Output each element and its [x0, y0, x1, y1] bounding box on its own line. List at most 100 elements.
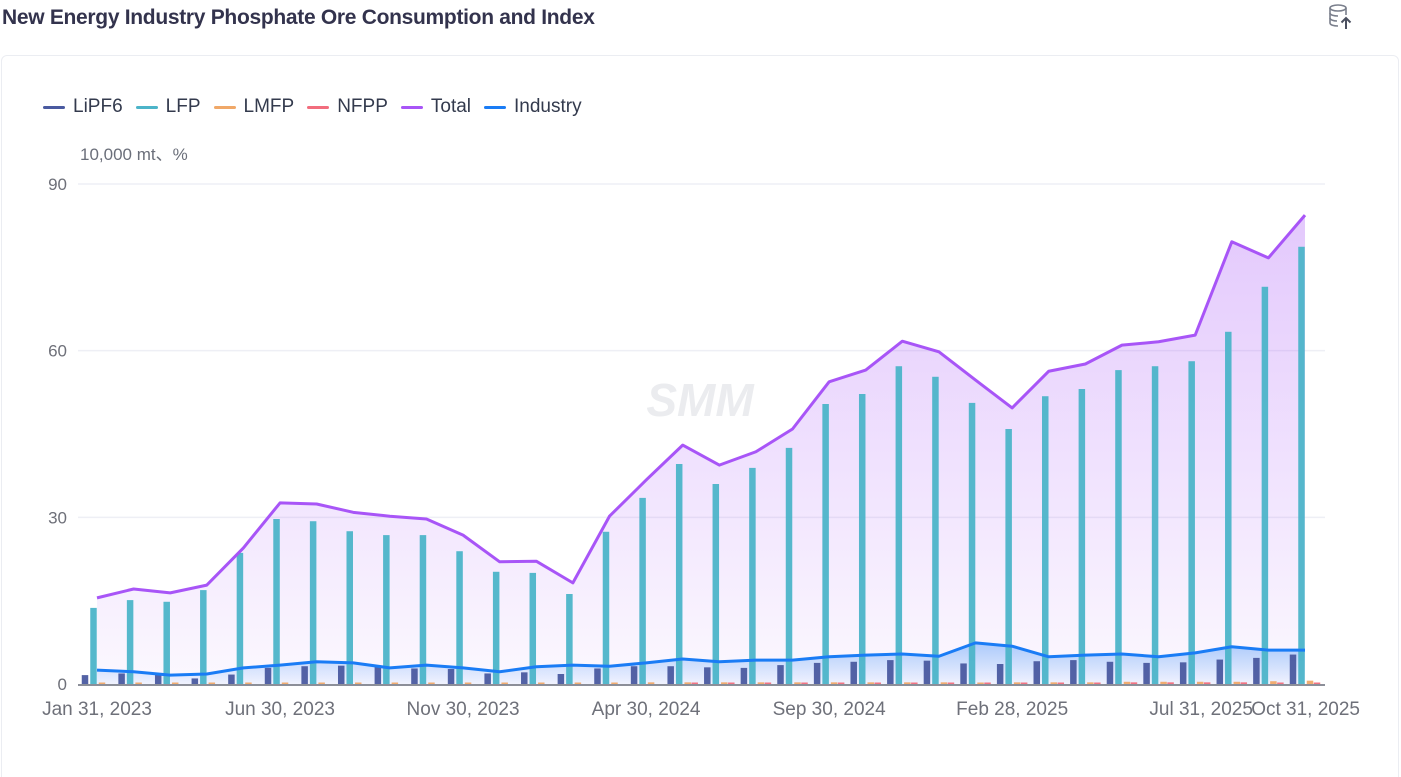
- bar-lipf6: [521, 672, 528, 684]
- bar-lfp: [1151, 366, 1159, 684]
- bar-lmfp: [464, 682, 472, 684]
- bar-lmfp: [830, 682, 838, 684]
- bar-lfp: [1261, 286, 1269, 684]
- bar-lmfp: [977, 682, 984, 684]
- bar-lipf6: [1106, 661, 1114, 684]
- bar-nfpp: [1130, 682, 1138, 684]
- area-total: [97, 215, 1305, 684]
- bar-lfp: [749, 467, 756, 684]
- bar-lmfp: [354, 682, 362, 684]
- legend-label: LMFP: [243, 96, 295, 117]
- legend-label: LiPF6: [73, 96, 123, 117]
- legend-item-lmfp[interactable]: LMFP: [213, 96, 295, 118]
- y-tick-label: 90: [48, 175, 67, 194]
- bar-lipf6: [1253, 657, 1260, 684]
- bar-lmfp: [281, 682, 289, 684]
- legend-item-nfpp[interactable]: NFPP: [307, 96, 388, 118]
- x-tick-label: Jun 30, 2023: [225, 699, 335, 720]
- bar-lmfp: [647, 682, 655, 684]
- bar-nfpp: [691, 682, 698, 684]
- bar-lipf6: [191, 678, 199, 684]
- export-data-button[interactable]: [1326, 2, 1356, 32]
- bar-lfp: [1042, 396, 1049, 684]
- bar-lipf6: [118, 673, 125, 684]
- bar-lipf6: [447, 669, 455, 684]
- bar-lmfp: [684, 682, 691, 684]
- bar-lfp: [858, 394, 866, 684]
- bar-lipf6: [850, 661, 857, 684]
- x-tick-label: Jan 31, 2023: [42, 699, 152, 720]
- legend-swatch: [43, 105, 65, 109]
- bar-lipf6: [557, 674, 565, 684]
- bar-lmfp: [1050, 682, 1058, 684]
- bar-lmfp: [794, 682, 801, 684]
- bar-lfp: [456, 551, 463, 684]
- bar-lfp: [822, 404, 829, 684]
- legend-swatch: [213, 105, 236, 109]
- bar-lipf6: [228, 674, 235, 684]
- bar-lmfp: [171, 682, 179, 684]
- bar-lmfp: [538, 682, 545, 684]
- bar-lfp: [1225, 331, 1232, 684]
- bar-lfp: [1005, 429, 1012, 684]
- bar-lmfp: [1306, 680, 1314, 684]
- bar-lipf6: [594, 668, 601, 684]
- bar-lfp: [163, 601, 170, 684]
- bar-lipf6: [630, 666, 638, 684]
- legend-label: Industry: [514, 96, 582, 117]
- line-total: [96, 214, 1307, 600]
- database-export-icon: [1329, 4, 1352, 29]
- bar-nfpp: [1020, 682, 1028, 684]
- bar-lipf6: [301, 666, 308, 684]
- legend-swatch: [307, 105, 330, 109]
- bar-lmfp: [904, 682, 911, 684]
- bar-lmfp: [611, 682, 618, 684]
- bar-lfp: [639, 497, 646, 684]
- bar-lipf6: [484, 673, 491, 684]
- bar-lmfp: [391, 682, 399, 684]
- bar-lmfp: [1087, 682, 1094, 684]
- bar-lipf6: [887, 660, 894, 684]
- bar-lmfp: [98, 682, 106, 684]
- bar-lfp: [529, 572, 537, 684]
- bar-nfpp: [728, 682, 735, 684]
- legend-item-lipf6[interactable]: LiPF6: [43, 96, 123, 118]
- bar-nfpp: [1057, 682, 1065, 684]
- bar-lmfp: [1233, 681, 1241, 684]
- bar-nfpp: [1203, 682, 1211, 684]
- bar-lipf6: [1033, 661, 1041, 684]
- bar-lfp: [566, 594, 573, 684]
- bar-lmfp: [428, 682, 435, 684]
- bar-lipf6: [264, 667, 272, 684]
- bar-lfp: [1188, 361, 1195, 684]
- bar-lfp: [346, 531, 353, 684]
- bar-nfpp: [1277, 682, 1284, 684]
- bar-nfpp: [1240, 682, 1248, 684]
- bar-lmfp: [721, 682, 728, 684]
- bar-lmfp: [1123, 681, 1131, 684]
- bar-nfpp: [837, 682, 845, 684]
- bar-lfp: [492, 571, 500, 684]
- bar-nfpp: [764, 682, 772, 684]
- legend-item-industry[interactable]: Industry: [484, 96, 582, 118]
- legend-item-total[interactable]: Total: [400, 96, 471, 118]
- bar-lfp: [90, 607, 97, 684]
- bar-lipf6: [667, 666, 674, 684]
- bar-lfp: [675, 464, 683, 684]
- y-tick-label: 60: [48, 342, 67, 361]
- bar-nfpp: [1094, 682, 1101, 684]
- legend-label: NFPP: [337, 96, 388, 117]
- x-tick-label: Apr 30, 2024: [592, 699, 701, 720]
- legend-item-lfp[interactable]: LFP: [135, 96, 201, 118]
- bar-lmfp: [1270, 681, 1277, 684]
- bar-lfp: [1078, 389, 1086, 684]
- bar-lipf6: [923, 660, 931, 684]
- bar-lipf6: [740, 667, 748, 684]
- bar-lipf6: [813, 662, 821, 684]
- bar-nfpp: [984, 682, 991, 684]
- y-tick-label: 0: [58, 675, 67, 694]
- legend-swatch: [400, 105, 423, 109]
- bar-lfp: [273, 519, 280, 684]
- bar-lipf6: [81, 675, 89, 684]
